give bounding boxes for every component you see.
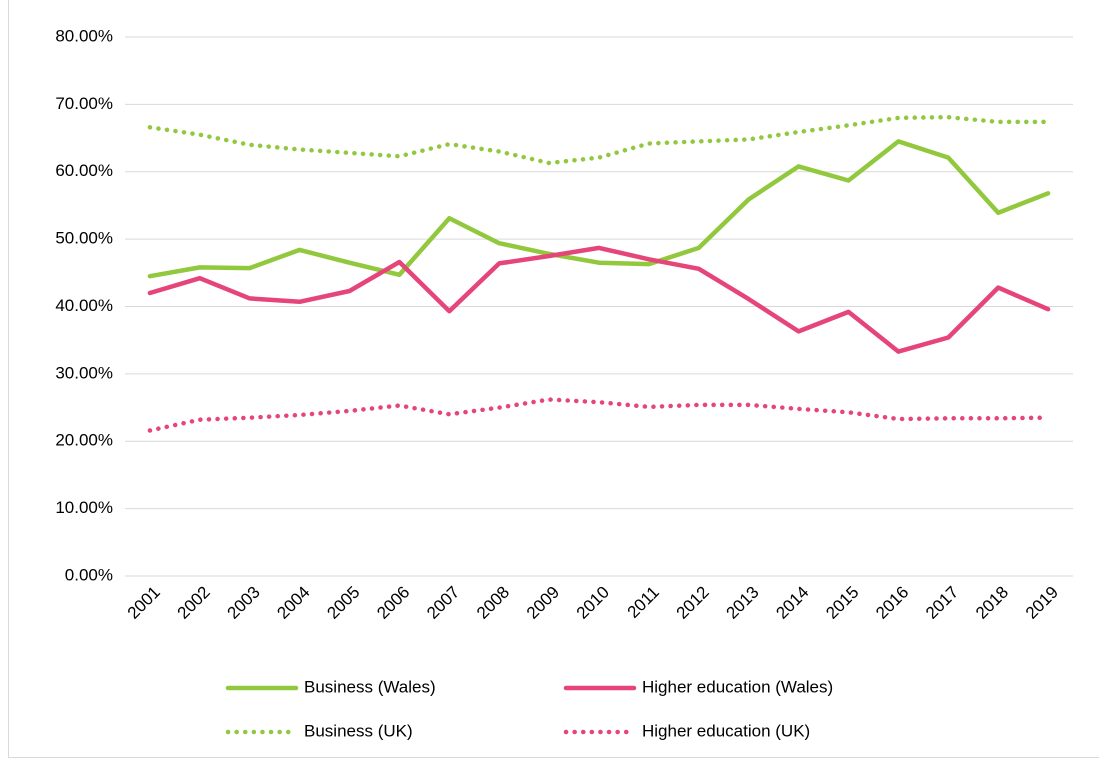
y-tick-label: 80.00% [55, 26, 113, 45]
x-tick-label: 2015 [822, 583, 862, 623]
x-tick-label: 2003 [224, 583, 264, 623]
legend-label: Higher education (UK) [642, 721, 810, 740]
y-tick-label: 70.00% [55, 94, 113, 113]
x-tick-label: 2001 [124, 583, 164, 623]
x-tick-label: 2005 [323, 583, 363, 623]
y-tick-label: 30.00% [55, 363, 113, 382]
x-tick-label: 2009 [523, 583, 563, 623]
x-tick-label: 2004 [273, 583, 313, 623]
x-tick-label: 2018 [972, 583, 1012, 623]
legend-label: Higher education (Wales) [642, 677, 833, 696]
y-tick-label: 0.00% [65, 565, 113, 584]
legend-label: Business (Wales) [304, 677, 436, 696]
x-tick-label: 2006 [373, 583, 413, 623]
series-line [147, 397, 1051, 433]
x-tick-label: 2007 [423, 583, 463, 623]
y-tick-label: 20.00% [55, 431, 113, 450]
series-line [147, 114, 1051, 166]
x-tick-label: 2011 [624, 583, 663, 622]
x-tick-label: 2013 [723, 583, 763, 623]
x-tick-label: 2016 [872, 583, 912, 623]
x-tick-label: 2010 [573, 583, 613, 623]
y-tick-label: 60.00% [55, 161, 113, 180]
series-line [147, 139, 1051, 279]
y-tick-label: 40.00% [55, 296, 113, 315]
x-tick-label: 2019 [1022, 583, 1062, 623]
x-tick-label: 2014 [772, 583, 812, 623]
x-tick-label: 2017 [922, 583, 962, 623]
series-line [147, 245, 1051, 354]
y-tick-label: 10.00% [55, 498, 113, 517]
legend-label: Business (UK) [304, 721, 413, 740]
y-tick-label: 50.00% [55, 229, 113, 248]
x-tick-label: 2012 [673, 583, 713, 623]
x-tick-label: 2002 [174, 583, 214, 623]
chart-frame [8, 0, 1099, 758]
x-tick-label: 2008 [473, 583, 513, 623]
